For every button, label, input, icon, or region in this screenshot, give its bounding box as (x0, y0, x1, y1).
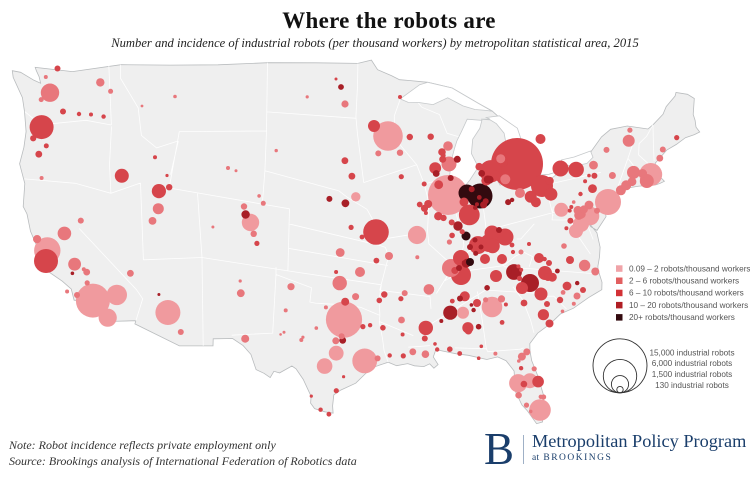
svg-text:6,000 industrial robots: 6,000 industrial robots (652, 359, 733, 368)
svg-text:15,000 industrial robots: 15,000 industrial robots (649, 348, 734, 357)
svg-text:130 industrial robots: 130 industrial robots (655, 381, 729, 390)
svg-text:6 – 10 robots/thousand workers: 6 – 10 robots/thousand workers (629, 289, 744, 298)
svg-text:10 – 20 robots/thousand worker: 10 – 20 robots/thousand workers (629, 301, 748, 310)
svg-text:20+ robots/thousand workers: 20+ robots/thousand workers (629, 313, 735, 322)
svg-text:2 – 6 robots/thousand workers: 2 – 6 robots/thousand workers (629, 277, 739, 286)
svg-text:1,500 industrial robots: 1,500 industrial robots (652, 370, 733, 379)
svg-text:0.09 – 2 robots/thousand worke: 0.09 – 2 robots/thousand workers (629, 264, 750, 273)
